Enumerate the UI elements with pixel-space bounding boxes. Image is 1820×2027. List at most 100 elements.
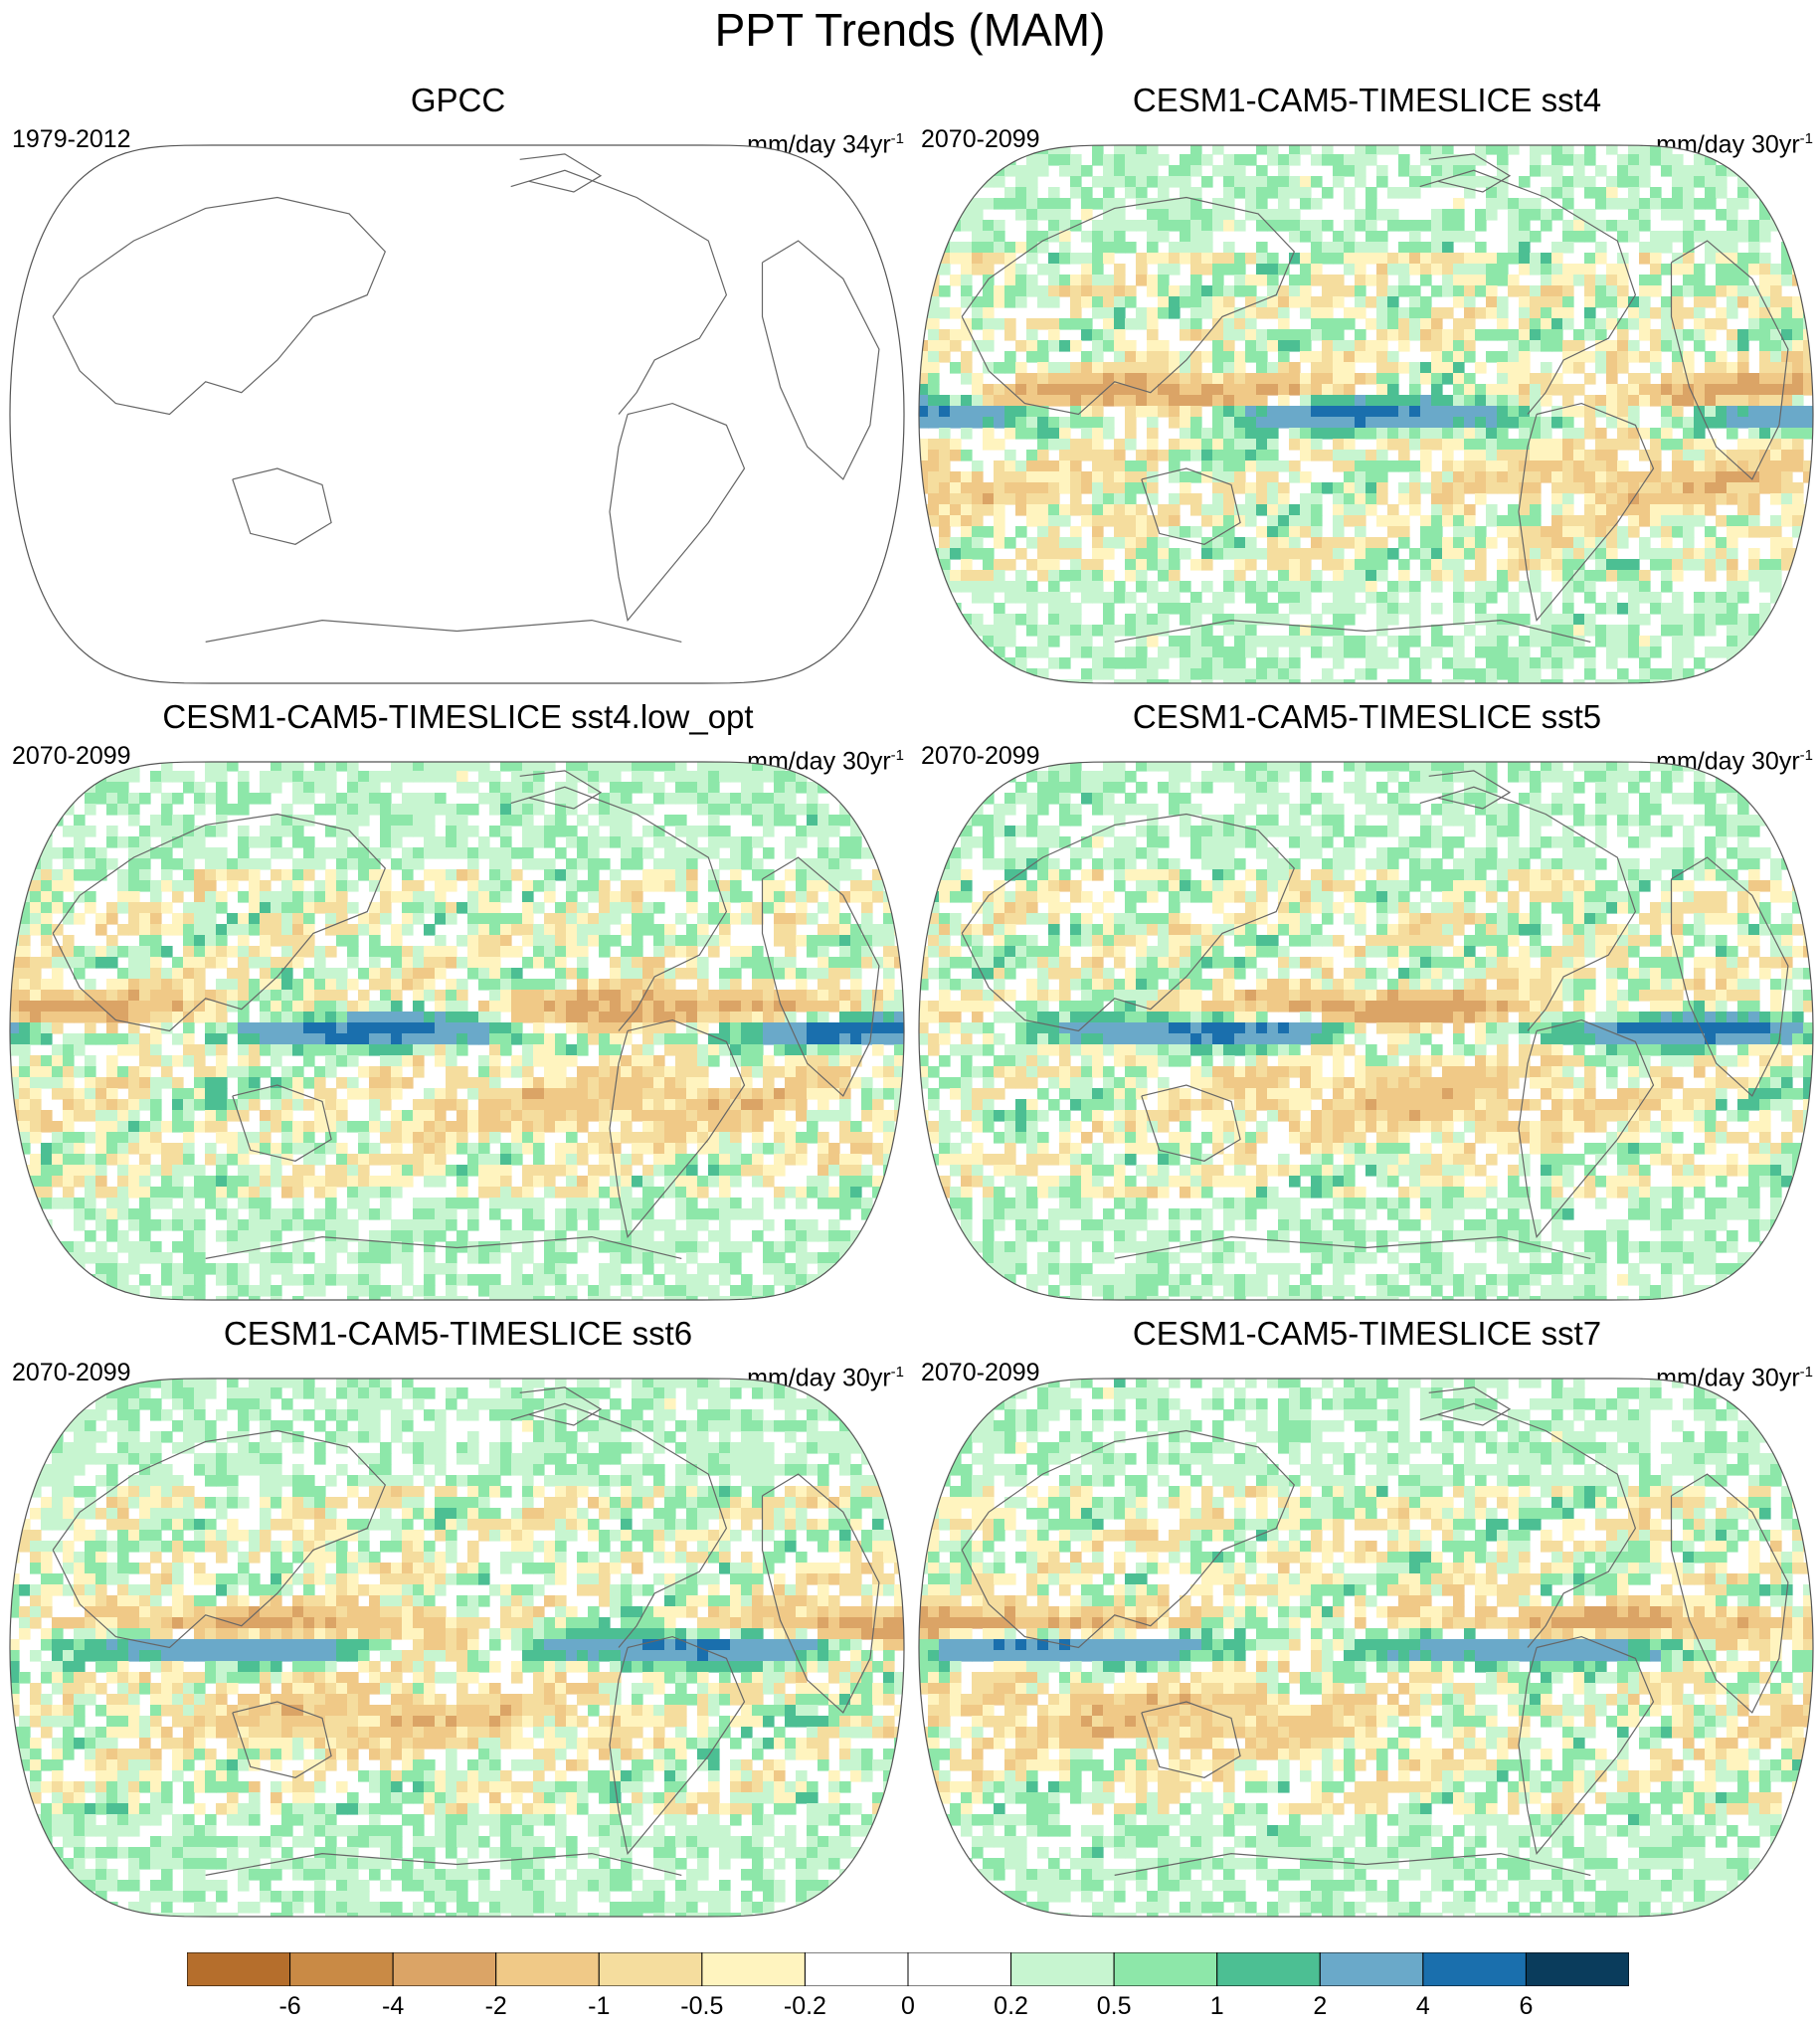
field-cell <box>1190 220 1202 232</box>
field-cell <box>1442 253 1454 265</box>
field-cell <box>1431 220 1443 232</box>
field-cell <box>1814 548 1815 560</box>
field-cell <box>828 990 840 1002</box>
field-cell <box>1803 145 1813 155</box>
field-cell <box>872 935 884 947</box>
field-cell <box>435 902 447 914</box>
field-cell <box>950 406 962 418</box>
field-cell <box>763 1033 775 1045</box>
field-cell <box>1344 154 1356 166</box>
field-cell <box>1059 417 1071 429</box>
field-cell <box>1508 351 1520 363</box>
field-cell <box>1376 264 1388 276</box>
field-cell <box>1453 275 1465 286</box>
field-cell <box>939 428 951 440</box>
field-cell <box>1092 482 1104 494</box>
field-cell <box>117 782 129 794</box>
field-cell <box>883 935 895 947</box>
field-cell <box>1398 264 1410 276</box>
field-cell <box>1026 515 1038 527</box>
field-cell <box>1267 329 1279 341</box>
field-cell <box>1639 471 1651 483</box>
field-cell <box>380 979 392 991</box>
field-cell <box>741 1012 753 1023</box>
field-cell <box>1683 625 1695 637</box>
field-cell <box>402 804 414 816</box>
field-cell <box>1486 406 1498 418</box>
field-cell <box>1814 231 1815 243</box>
field-cell <box>19 1001 31 1013</box>
field-cell <box>1114 373 1126 385</box>
field-cell <box>1015 362 1027 374</box>
field-cell <box>1716 384 1728 396</box>
field-cell <box>1398 395 1410 407</box>
field-cell <box>1519 668 1531 680</box>
field-cell <box>818 1066 829 1078</box>
field-cell <box>1508 646 1520 658</box>
field-cell <box>1748 657 1760 669</box>
field-cell <box>1431 154 1443 166</box>
field-cell <box>1727 373 1738 385</box>
field-cell <box>1234 165 1246 177</box>
field-cell <box>456 1001 468 1013</box>
field-cell <box>741 847 753 859</box>
field-cell <box>522 957 534 969</box>
field-cell <box>1584 231 1596 243</box>
field-cell <box>697 924 709 936</box>
field-cell <box>1409 242 1421 254</box>
field-cell <box>1387 307 1399 319</box>
field-cell <box>271 1001 282 1013</box>
field-cell <box>939 340 951 352</box>
field-cell <box>1639 351 1651 363</box>
field-cell <box>402 924 414 936</box>
field-cell <box>1530 548 1542 560</box>
field-cell <box>818 902 829 914</box>
field-cell <box>1256 329 1268 341</box>
field-cell <box>774 793 786 805</box>
field-cell <box>1048 220 1060 232</box>
field-cell <box>861 847 873 859</box>
field-cell <box>1617 581 1629 593</box>
field-cell <box>544 1055 556 1067</box>
field-cell <box>1442 570 1454 582</box>
field-cell <box>1256 450 1268 461</box>
field-cell <box>139 990 151 1002</box>
field-cell <box>939 351 951 363</box>
field-cell <box>1223 471 1235 483</box>
field-cell <box>1431 209 1443 221</box>
field-cell <box>1683 242 1695 254</box>
field-cell <box>1070 493 1082 505</box>
field-cell <box>961 493 973 505</box>
field-cell <box>1190 439 1202 451</box>
field-cell <box>1092 198 1104 210</box>
field-cell <box>642 1044 654 1056</box>
field-cell <box>1344 515 1356 527</box>
field-cell <box>1486 307 1498 319</box>
field-cell <box>1541 220 1552 232</box>
field-cell <box>106 1033 118 1045</box>
field-cell <box>1694 395 1706 407</box>
field-cell <box>1103 603 1115 615</box>
field-cell <box>850 1012 862 1023</box>
field-cell <box>1453 285 1465 297</box>
field-cell <box>128 1033 140 1045</box>
field-cell <box>730 847 742 859</box>
field-cell <box>1541 526 1552 538</box>
field-cell <box>281 815 293 827</box>
field-cell <box>1595 570 1607 582</box>
field-cell <box>1716 285 1728 297</box>
field-cell <box>260 782 272 794</box>
field-cell <box>314 762 326 772</box>
field-cell <box>1387 603 1399 615</box>
field-cell <box>52 979 64 991</box>
field-cell <box>358 771 370 783</box>
field-cell <box>983 165 995 177</box>
field-cell <box>10 913 20 925</box>
field-cell <box>1059 603 1071 615</box>
field-cell <box>1158 504 1170 516</box>
field-cell <box>1683 395 1695 407</box>
field-cell <box>919 636 929 647</box>
field-cell <box>1770 439 1782 451</box>
field-cell <box>325 804 337 816</box>
field-cell <box>1147 679 1159 683</box>
